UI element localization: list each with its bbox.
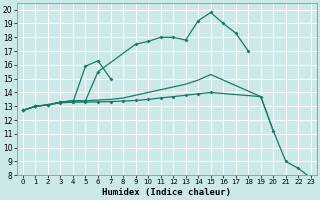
X-axis label: Humidex (Indice chaleur): Humidex (Indice chaleur)	[102, 188, 231, 197]
